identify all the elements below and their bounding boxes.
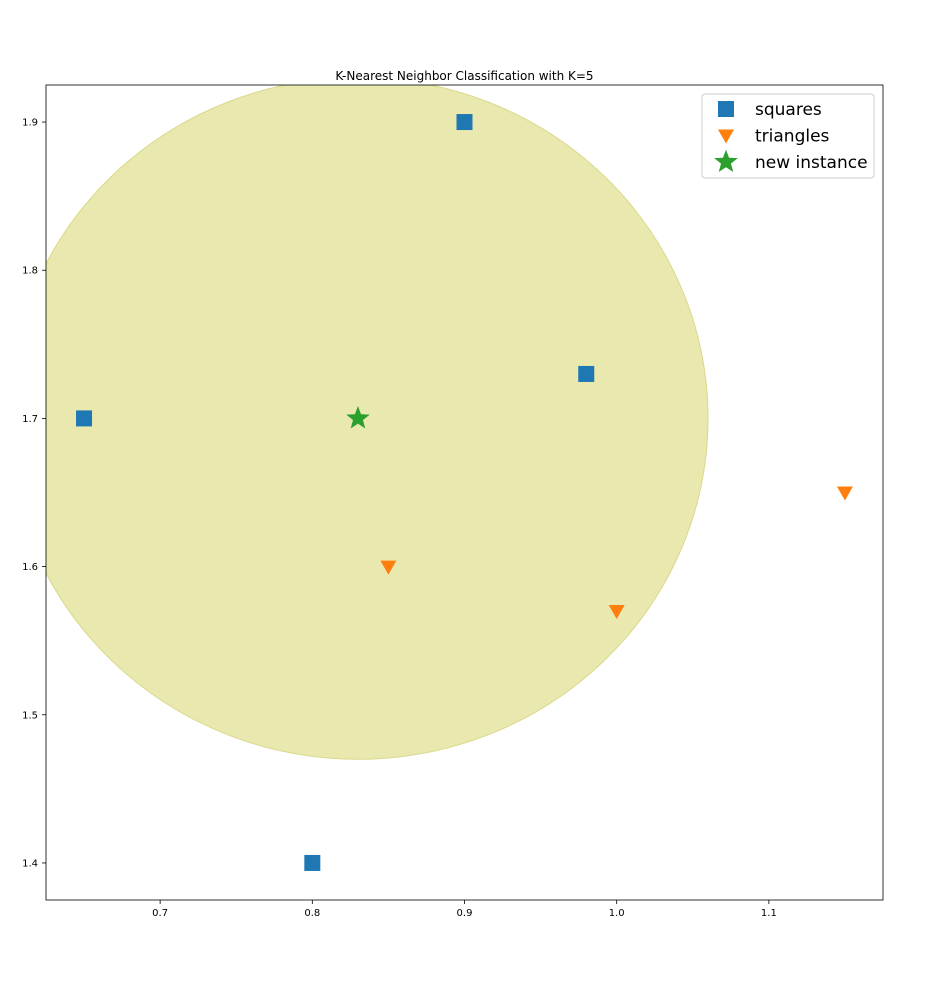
x-tick-label: 1.1 — [761, 908, 777, 919]
legend-marker-new-instance — [714, 149, 738, 173]
legend-label-new-instance: new instance — [755, 153, 868, 173]
plot-area — [46, 85, 853, 871]
squares-point-2 — [304, 854, 321, 871]
triangles-point-3 — [836, 486, 853, 501]
x-tick-label: 0.9 — [457, 908, 473, 919]
squares-point-3 — [456, 114, 473, 131]
neighborhood-circle — [46, 85, 709, 760]
legend-box — [701, 93, 875, 179]
legend-marker-triangles — [718, 129, 734, 144]
y-tick-label: 1.9 — [22, 118, 38, 129]
legend-label-squares: squares — [755, 100, 822, 120]
chart-title: K-Nearest Neighbor Classification with K… — [335, 69, 593, 83]
y-tick-label: 1.4 — [22, 858, 38, 869]
triangles-point-1 — [380, 560, 397, 575]
legend-label-triangles: triangles — [755, 127, 830, 147]
x-tick-label: 0.7 — [152, 908, 168, 919]
axes: 0.7 0.8 0.9 1.0 1.1 1.4 1.5 1.6 1.7 1.8 1.9 — [22, 118, 777, 919]
squares-point-4 — [578, 365, 595, 382]
squares-point-1 — [76, 410, 93, 427]
triangles-point-2 — [608, 605, 625, 620]
x-tick-label: 0.8 — [304, 908, 320, 919]
y-tick-label: 1.7 — [22, 414, 38, 425]
new-instance-point-1 — [346, 406, 370, 429]
y-tick-label: 1.6 — [22, 562, 38, 573]
x-tick-label: 1.0 — [609, 908, 625, 919]
legend: squares triangles new instance — [701, 93, 875, 179]
y-tick-label: 1.5 — [22, 710, 38, 721]
y-tick-label: 1.8 — [22, 266, 38, 277]
legend-marker-squares — [718, 101, 734, 117]
